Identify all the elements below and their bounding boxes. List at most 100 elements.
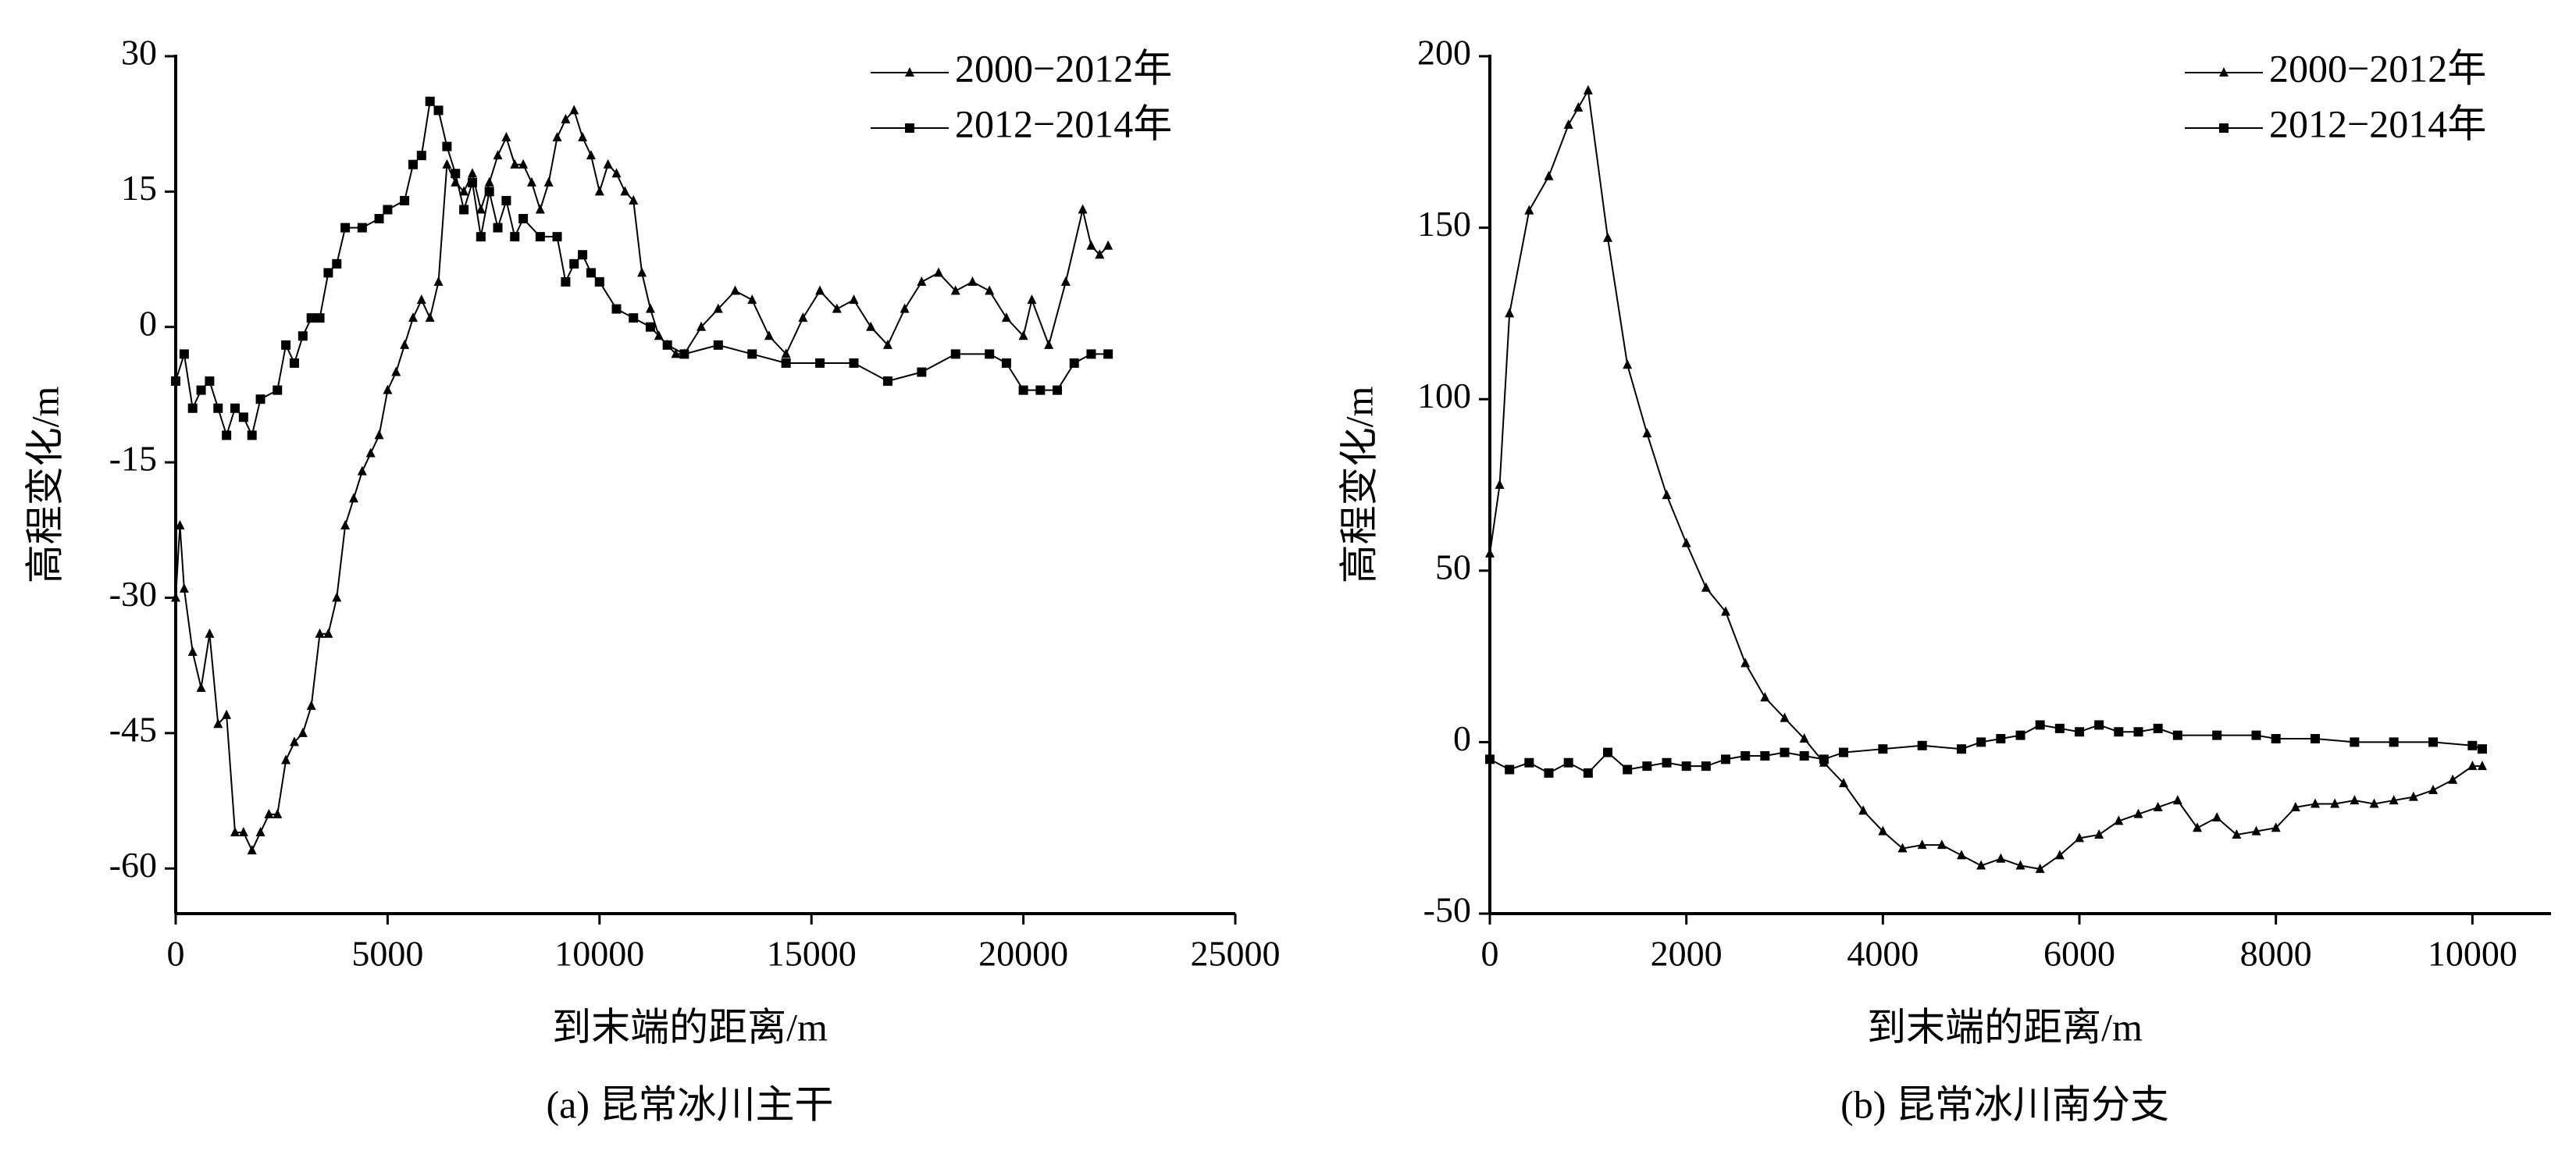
square-marker (230, 403, 240, 413)
y-tick-label: 0 (1453, 718, 1471, 758)
series-line (1489, 724, 2483, 775)
square-marker (1681, 761, 1691, 771)
triangle-marker (2369, 798, 2379, 808)
square-marker (205, 376, 215, 387)
square-marker (2172, 730, 2182, 740)
square-marker (1780, 747, 1790, 757)
square-marker (1740, 750, 1751, 761)
square-marker (1018, 385, 1028, 395)
x-tick-label: 4000 (1847, 934, 1919, 974)
square-marker (2467, 740, 2478, 750)
square-marker (2251, 730, 2261, 740)
triangle-marker (2448, 774, 2458, 784)
square-marker (747, 349, 757, 359)
triangle-marker (1583, 84, 1593, 94)
triangle-marker (2114, 815, 2124, 825)
square-marker (2271, 734, 2281, 744)
triangle-marker (306, 700, 316, 711)
triangle-marker (637, 267, 647, 277)
triangle-marker (2251, 825, 2261, 836)
triangle-marker (383, 384, 393, 394)
square-marker (1623, 764, 1633, 775)
square-marker (849, 358, 859, 368)
triangle-marker (391, 366, 401, 376)
series (1485, 84, 2487, 873)
triangle-marker (1623, 359, 1633, 369)
triangle-marker (671, 348, 681, 358)
x-tick-label: 10000 (554, 934, 644, 974)
triangle-marker (1078, 204, 1088, 214)
triangle-marker (1662, 490, 1672, 500)
square-marker (882, 376, 893, 387)
triangle-marker (2408, 791, 2418, 801)
triangle-marker (1044, 339, 1054, 349)
square-marker (1086, 349, 1096, 359)
triangle-marker (950, 285, 960, 295)
triangle-marker (255, 826, 265, 836)
square-marker (408, 159, 418, 169)
triangle-marker (1642, 428, 1652, 438)
square-marker (645, 322, 655, 332)
square-marker (2428, 737, 2438, 747)
triangle-marker (2389, 795, 2399, 805)
square-marker (357, 223, 367, 233)
y-axis-label: 高程变化/m (23, 387, 66, 584)
square-marker (1878, 744, 1888, 754)
square-marker (1103, 349, 1113, 359)
triangle-marker (2330, 798, 2340, 808)
square-marker (1996, 734, 2006, 744)
y-tick-label: -15 (109, 439, 157, 479)
triangle-marker (179, 583, 189, 593)
triangle-marker (281, 754, 291, 764)
triangle-marker (569, 105, 579, 115)
square-marker (552, 232, 562, 242)
y-tick-label: -45 (109, 709, 157, 749)
triangle-marker (2271, 822, 2281, 832)
square-marker (561, 276, 571, 287)
square-marker (171, 376, 180, 387)
square-marker (1053, 385, 1063, 395)
triangle-marker (697, 321, 707, 331)
triangle-marker (586, 150, 596, 160)
triangle-marker (289, 736, 299, 747)
triangle-marker (2153, 801, 2163, 811)
triangle-marker (357, 465, 367, 476)
square-marker (425, 96, 435, 106)
triangle-marker (1701, 582, 1711, 592)
triangle-marker (1095, 249, 1105, 259)
triangle-marker (620, 186, 630, 196)
triangle-marker (1858, 805, 1869, 815)
triangle-marker (1839, 778, 1848, 788)
square-marker (2477, 744, 2487, 754)
square-marker (213, 403, 223, 413)
triangle-marker (1917, 839, 1927, 850)
series-line (175, 109, 1109, 853)
triangle-marker (2350, 795, 2360, 805)
triangle-marker (408, 312, 418, 322)
square-marker (2350, 737, 2360, 747)
triangle-marker (2428, 784, 2438, 794)
triangle-marker (433, 276, 444, 286)
triangle-marker (332, 592, 342, 602)
triangle-marker (2035, 863, 2045, 873)
x-tick-label: 25000 (1191, 934, 1281, 974)
x-tick-label: 15000 (767, 934, 857, 974)
square-marker (247, 430, 257, 440)
triangle-marker (171, 592, 180, 602)
square-marker (289, 358, 299, 368)
square-marker (950, 349, 960, 359)
triangle-marker (1086, 240, 1096, 250)
triangle-marker (348, 493, 358, 503)
series (171, 105, 1113, 855)
triangle-marker (2094, 829, 2104, 839)
triangle-marker (476, 204, 486, 214)
triangle-marker (467, 168, 477, 178)
y-tick-label: 200 (1417, 33, 1471, 73)
square-marker (1662, 757, 1672, 768)
square-marker (1524, 757, 1534, 768)
square-marker (433, 105, 444, 116)
triangle-marker (747, 294, 757, 305)
triangle-marker (611, 168, 622, 178)
x-axis-label: 到末端的距离/m (1867, 1005, 2143, 1049)
triangle-marker (264, 808, 274, 818)
